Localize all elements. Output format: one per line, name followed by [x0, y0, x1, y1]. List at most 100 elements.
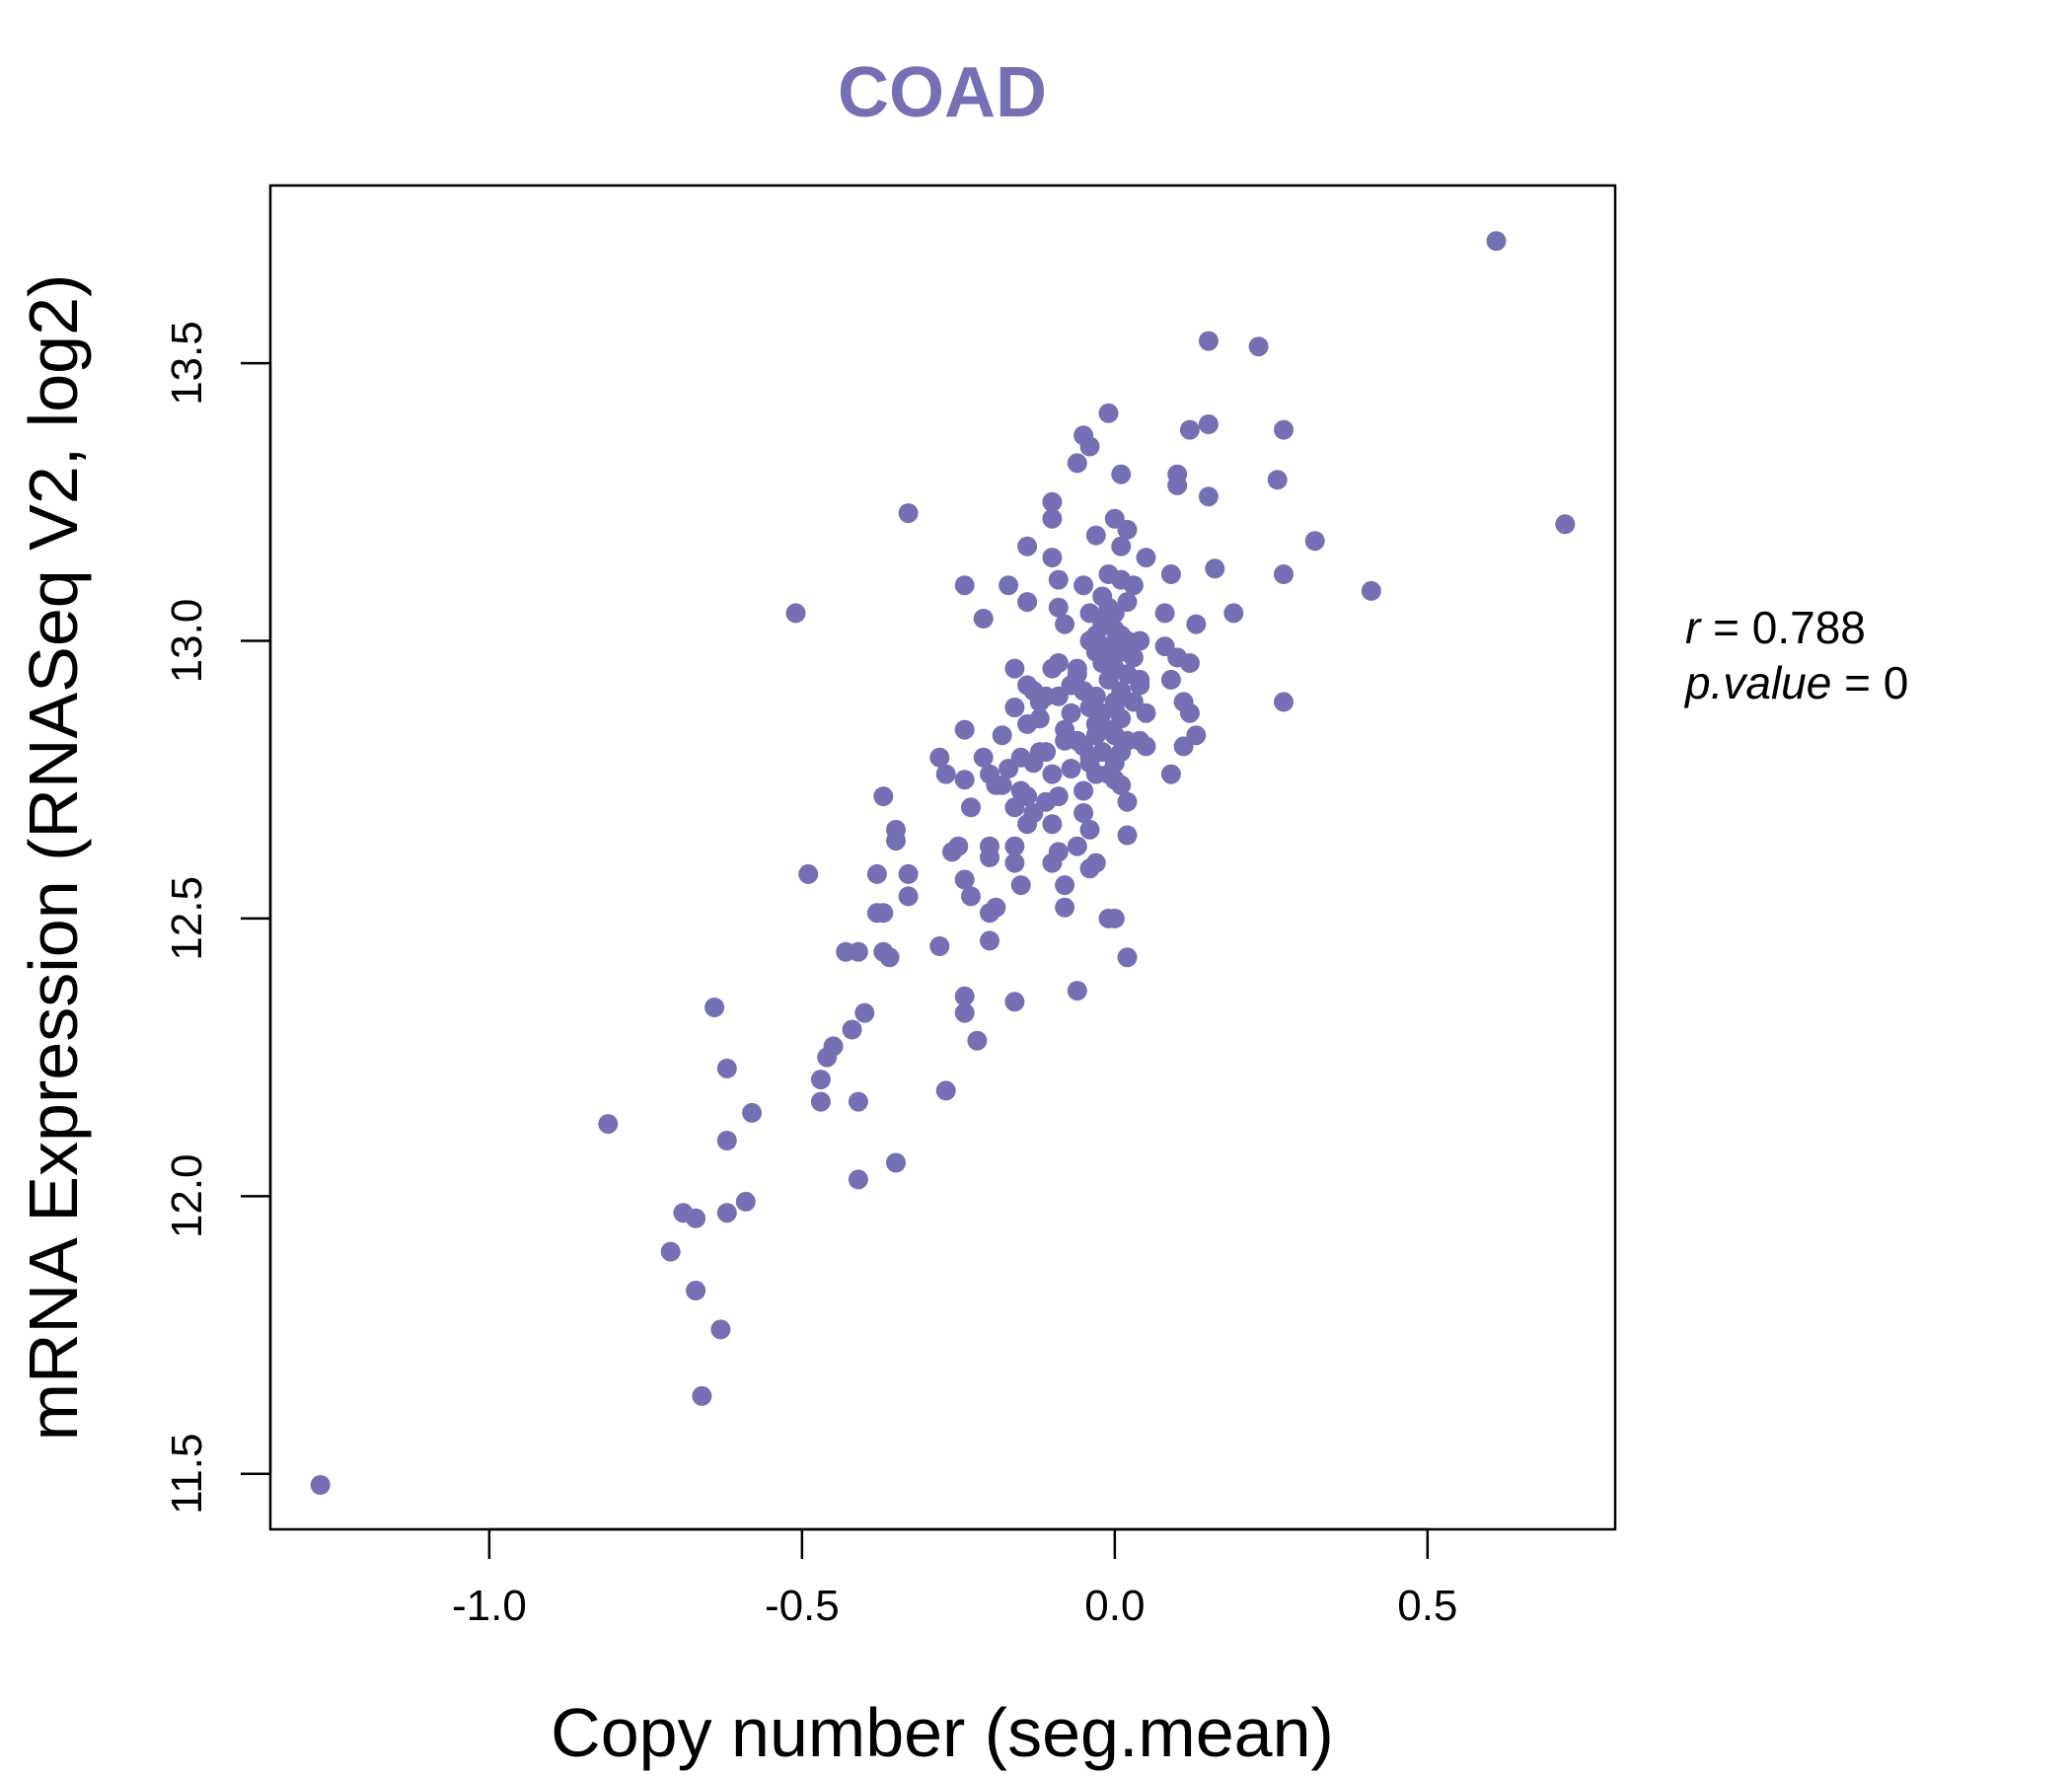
data-point: [686, 1281, 706, 1300]
data-point: [1061, 675, 1081, 696]
data-point: [1098, 564, 1119, 584]
data-point: [1017, 592, 1038, 613]
x-tick-label: 0.5: [1397, 1582, 1457, 1630]
data-point: [1023, 753, 1044, 774]
x-axis-label: Copy number (seg.mean): [551, 1694, 1334, 1771]
data-point: [1198, 486, 1219, 507]
data-point: [954, 575, 975, 596]
data-point: [954, 869, 975, 890]
y-tick-label: 11.5: [163, 1434, 211, 1515]
data-point: [1067, 658, 1087, 679]
data-point: [1160, 564, 1181, 584]
data-point: [1304, 531, 1325, 552]
data-point: [1111, 536, 1132, 556]
data-point: [1055, 719, 1075, 740]
data-point: [1117, 947, 1138, 968]
data-point: [810, 1091, 831, 1112]
data-point: [1136, 736, 1156, 757]
data-point: [999, 759, 1019, 778]
data-point: [1248, 336, 1269, 357]
data-point: [980, 930, 999, 951]
data-point: [1104, 908, 1125, 928]
data-point: [1167, 475, 1188, 495]
data-point: [973, 609, 994, 629]
data-point: [935, 1080, 956, 1101]
data-point: [873, 903, 894, 924]
data-point: [879, 947, 900, 968]
data-point: [898, 863, 919, 884]
data-point: [1029, 708, 1050, 729]
data-point: [980, 848, 999, 867]
data-points: [310, 231, 1576, 1495]
data-point: [1361, 580, 1381, 601]
r-statistic: r = 0.788: [1685, 602, 1866, 653]
data-point: [817, 1047, 838, 1068]
data-point: [954, 770, 975, 790]
data-point: [1111, 775, 1132, 795]
y-tick-label: 13.0: [163, 599, 211, 684]
data-point: [1023, 681, 1044, 702]
data-point: [1079, 436, 1100, 457]
data-point: [1067, 453, 1087, 474]
data-point: [1117, 791, 1138, 812]
data-point: [716, 1058, 737, 1078]
data-point: [1154, 603, 1175, 624]
data-point: [1042, 508, 1063, 529]
data-point: [1111, 742, 1132, 763]
data-point: [866, 863, 887, 884]
data-point: [1061, 759, 1081, 778]
data-point: [1274, 692, 1294, 712]
data-point: [798, 863, 819, 884]
y-tick-label: 13.5: [163, 321, 211, 406]
data-point: [1004, 797, 1025, 818]
data-point: [1055, 875, 1075, 896]
data-point: [1179, 419, 1200, 440]
data-point: [686, 1208, 706, 1228]
r-value: 0.788: [1752, 602, 1866, 653]
data-point: [1179, 703, 1200, 723]
data-point: [961, 886, 981, 907]
data-point: [310, 1475, 331, 1495]
data-point: [1010, 875, 1031, 896]
data-point: [785, 603, 806, 624]
data-point: [1079, 747, 1100, 768]
data-point: [1079, 603, 1100, 624]
data-point: [1117, 630, 1138, 651]
data-point: [886, 831, 906, 851]
data-point: [1486, 231, 1507, 252]
data-point: [999, 575, 1019, 596]
data-point: [1073, 780, 1094, 801]
p-label: p.value: [1683, 657, 1831, 708]
r-label: r: [1685, 602, 1702, 653]
correlation-annotation: r = 0.788 p.value = 0: [1683, 602, 1908, 708]
data-point: [1004, 658, 1025, 679]
data-point: [980, 903, 999, 924]
data-point: [704, 998, 725, 1017]
data-point: [954, 1002, 975, 1023]
data-point: [598, 1114, 619, 1135]
data-point: [810, 1070, 831, 1090]
p-statistic: p.value = 0: [1683, 657, 1908, 708]
data-point: [1098, 403, 1119, 423]
data-point: [1136, 548, 1156, 568]
data-point: [660, 1241, 681, 1262]
data-point: [842, 1019, 862, 1040]
data-point: [1085, 625, 1106, 645]
data-point: [1010, 780, 1031, 801]
data-point: [992, 725, 1012, 746]
data-point: [848, 1169, 868, 1190]
data-point: [1123, 692, 1144, 712]
data-point: [735, 1191, 756, 1212]
data-point: [1036, 791, 1057, 812]
data-point: [898, 886, 919, 907]
data-point: [1117, 825, 1138, 846]
y-tick-label: 12.0: [163, 1153, 211, 1238]
data-point: [1085, 725, 1106, 746]
data-point: [973, 747, 994, 768]
data-point: [848, 941, 868, 962]
data-point: [961, 797, 981, 818]
data-point: [898, 503, 919, 524]
data-point: [1198, 331, 1219, 351]
y-tick-label: 12.5: [163, 876, 211, 961]
